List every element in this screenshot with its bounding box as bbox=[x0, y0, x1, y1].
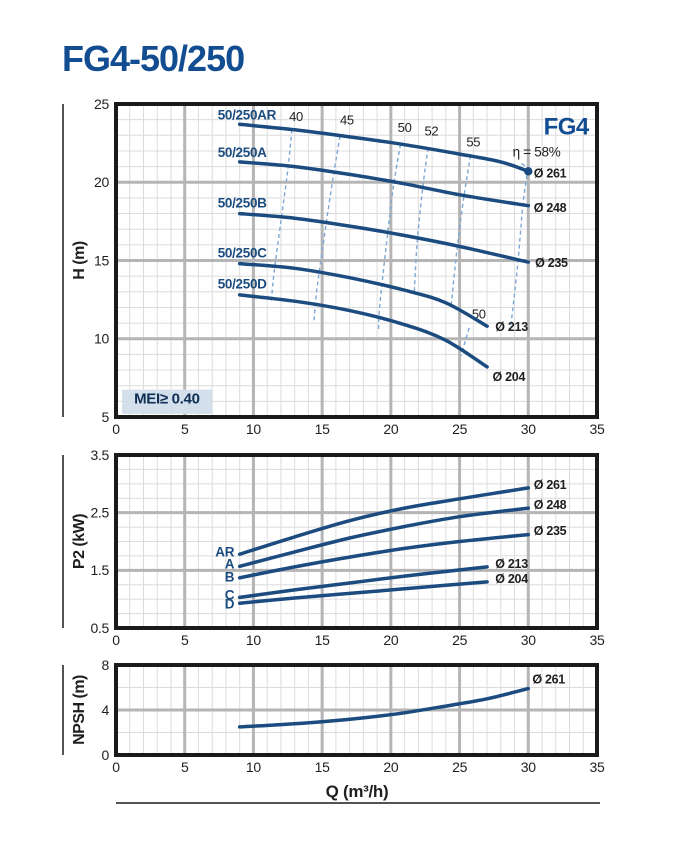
serieslabel-text: 50/250B bbox=[218, 195, 267, 210]
dialabel-text: Ø 235 bbox=[534, 524, 567, 538]
tick-text: 3.5 bbox=[90, 447, 109, 463]
tick-text: 30 bbox=[521, 759, 536, 775]
plot-border bbox=[114, 663, 599, 757]
dialabel-text: Ø 261 bbox=[534, 478, 567, 492]
efflabel-text: 45 bbox=[340, 112, 354, 127]
curve-NPSH Ø 261 bbox=[237, 686, 531, 729]
dialabel-text: Ø 235 bbox=[535, 256, 568, 270]
tick-text: 5 bbox=[181, 632, 189, 648]
efflabel-text: 52 bbox=[424, 123, 438, 138]
tick-text: 35 bbox=[590, 421, 605, 437]
tick-text: 15 bbox=[315, 759, 330, 775]
qlabel-text: Q (m³/h) bbox=[326, 782, 389, 801]
dialabel-text: Ø 213 bbox=[495, 320, 528, 334]
tick-text: 0 bbox=[102, 747, 110, 763]
efflabel-text: 50 bbox=[398, 120, 412, 135]
tick-text: 35 bbox=[590, 759, 605, 775]
tick-text: 0 bbox=[112, 421, 120, 437]
serieslabel-text: 50/250AR bbox=[218, 108, 277, 123]
serieslabel-text: 50/250C bbox=[218, 245, 267, 260]
curve-C bbox=[237, 565, 489, 600]
curve-50/250A bbox=[237, 160, 531, 208]
tick-text: 5 bbox=[102, 409, 110, 425]
tick-text: 20 bbox=[383, 632, 398, 648]
tick-text: 20 bbox=[383, 421, 398, 437]
serieslabel-text: C bbox=[225, 588, 235, 603]
serieslabel-text: B bbox=[225, 569, 235, 584]
tick-text: 35 bbox=[590, 632, 605, 648]
efficiency-line-40 bbox=[270, 129, 293, 302]
curve-AR bbox=[237, 486, 531, 556]
dialabel-text: Ø 248 bbox=[534, 498, 567, 512]
mei-box bbox=[122, 389, 213, 414]
dialabel-text: Ø 261 bbox=[532, 673, 565, 687]
chart-power-curves: AR Ø 261 A Ø 248 B Ø 235 C Ø 213 D Ø 204 0 5 10 15 20 2… bbox=[62, 447, 605, 648]
serieslabel-text: 50/250D bbox=[218, 277, 267, 292]
serieslabel-text: AR bbox=[215, 544, 234, 559]
plot-border bbox=[114, 102, 599, 419]
serieslabel-text: A bbox=[225, 557, 235, 572]
tick-text: 0.5 bbox=[90, 620, 109, 636]
tick-text: 20 bbox=[94, 174, 109, 190]
dialabel-text: Ø 213 bbox=[495, 557, 528, 571]
tick-text: 25 bbox=[452, 759, 467, 775]
axis-title-text: P2 (kW) bbox=[71, 514, 88, 569]
page-title: FG4-50/250 bbox=[62, 38, 245, 79]
tick-text: 1.5 bbox=[90, 562, 109, 578]
tick-text: 15 bbox=[94, 252, 109, 268]
curve-end-dot bbox=[524, 167, 533, 176]
curve-50/250B bbox=[237, 211, 531, 264]
tick-text: 10 bbox=[246, 632, 261, 648]
tick-text: 25 bbox=[94, 96, 109, 112]
efflabel-text: 55 bbox=[466, 134, 480, 149]
tick-text: 30 bbox=[521, 632, 536, 648]
tick-text: 20 bbox=[383, 759, 398, 775]
tick-text: 4 bbox=[102, 702, 110, 718]
tick-text: 2.5 bbox=[90, 505, 109, 521]
tick-text: 25 bbox=[452, 632, 467, 648]
tick-text: 15 bbox=[315, 421, 330, 437]
curve-A bbox=[237, 506, 531, 569]
plot-border bbox=[114, 453, 599, 630]
tick-text: 10 bbox=[246, 421, 261, 437]
tick-text: 10 bbox=[246, 759, 261, 775]
efficiency-line-50 bbox=[377, 144, 402, 330]
tick-text: 15 bbox=[315, 632, 330, 648]
dialabel-text: Ø 204 bbox=[493, 370, 526, 384]
dialabel-text: Ø 261 bbox=[534, 167, 567, 181]
tick-text: 25 bbox=[452, 421, 467, 437]
tick-text: 10 bbox=[94, 331, 109, 347]
chart-npsh-curve: Ø 261 0 5 10 15 20 25 30 35 0 4 8 NPSH (m) bbox=[62, 657, 605, 775]
serieslabel-text: 50/250A bbox=[218, 145, 267, 160]
curve-50/250C bbox=[237, 261, 489, 328]
efflabel-text: 40 bbox=[289, 109, 303, 124]
curve-D bbox=[237, 580, 489, 605]
axis-title-text: NPSH (m) bbox=[71, 675, 88, 745]
curve-50/250AR bbox=[237, 122, 531, 174]
tick-text: 30 bbox=[521, 421, 536, 437]
eta-text: η = 58% bbox=[513, 144, 561, 159]
dialabel-text: Ø 248 bbox=[534, 201, 567, 215]
tick-text: 5 bbox=[181, 759, 189, 775]
efficiency-line-55 bbox=[450, 155, 472, 305]
curve-B bbox=[237, 532, 531, 580]
meitext-text: MEI≥ 0.40 bbox=[134, 391, 200, 408]
badge-text: FG4 bbox=[544, 114, 590, 141]
axis-title-text: H (m) bbox=[71, 241, 88, 280]
dialabel-text: Ø 204 bbox=[495, 572, 528, 586]
serieslabel-text: D bbox=[225, 596, 235, 611]
tick-text: 5 bbox=[181, 421, 189, 437]
tick-text: 0 bbox=[112, 632, 120, 648]
efficiency-line-58 bbox=[509, 162, 528, 330]
tick-text: 8 bbox=[102, 657, 110, 673]
curve-50/250D bbox=[237, 293, 489, 369]
efficiency-line-52 bbox=[413, 147, 429, 294]
tick-text: 0 bbox=[112, 759, 120, 775]
